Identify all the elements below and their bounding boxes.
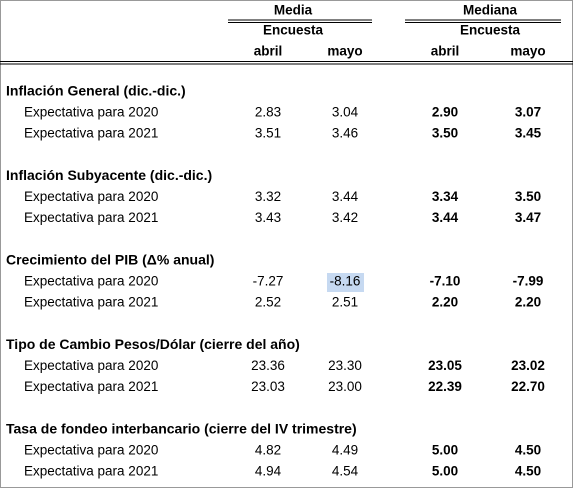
cell-value: 23.05	[428, 358, 462, 373]
cell-value: 3.04	[332, 105, 359, 120]
cell-value: -7.10	[430, 274, 461, 289]
group-title: Media	[274, 3, 313, 18]
cell-value: 22.70	[511, 379, 545, 394]
cell-value: 3.51	[255, 126, 281, 141]
cell-value: 3.43	[255, 210, 281, 225]
month-header: mayo	[327, 44, 362, 59]
month-header: abril	[431, 44, 460, 59]
cell-value: 23.00	[328, 379, 362, 394]
group-subtitle: Encuesta	[263, 23, 324, 38]
section-title: Inflación General (dic.-dic.)	[6, 83, 186, 99]
cell-value: 3.07	[515, 105, 541, 120]
cell-value: 3.44	[432, 210, 459, 225]
row-label: Expectativa para 2020	[24, 274, 158, 289]
row-label: Expectativa para 2020	[24, 443, 158, 458]
cell-value: 2.52	[255, 295, 281, 310]
cell-value: -7.99	[513, 274, 544, 289]
cell-value: 3.34	[432, 189, 459, 204]
cell-value: 4.50	[515, 443, 541, 458]
cell-value: -7.27	[253, 274, 284, 289]
cell-value: 3.44	[332, 189, 359, 204]
row-label: Expectativa para 2020	[24, 358, 158, 373]
cell-value: 23.30	[328, 358, 362, 373]
group-title: Mediana	[463, 3, 518, 18]
month-header: abril	[254, 44, 283, 59]
row-label: Expectativa para 2020	[24, 189, 158, 204]
cell-value: 3.50	[515, 189, 541, 204]
cell-value: 3.45	[515, 126, 542, 141]
cell-value: 23.03	[251, 379, 285, 394]
cell-value: 4.50	[515, 464, 541, 479]
cell-value: 4.49	[332, 443, 358, 458]
cell-value: 3.32	[255, 189, 281, 204]
cell-value: 2.51	[332, 295, 358, 310]
cell-value: 23.36	[251, 358, 285, 373]
cell-value: 3.46	[332, 126, 358, 141]
cell-value: 5.00	[432, 464, 458, 479]
cell-value: -8.16	[330, 274, 361, 289]
cell-value: 22.39	[428, 379, 462, 394]
row-label: Expectativa para 2021	[24, 464, 158, 479]
cell-highlight	[327, 273, 364, 292]
cell-value: 2.83	[255, 105, 281, 120]
cell-value: 4.82	[255, 443, 281, 458]
row-label: Expectativa para 2021	[24, 210, 158, 225]
month-header: mayo	[510, 44, 545, 59]
row-label: Expectativa para 2021	[24, 295, 158, 310]
row-label: Expectativa para 2021	[24, 126, 158, 141]
section-title: Tipo de Cambio Pesos/Dólar (cierre del a…	[6, 336, 300, 352]
cell-value: 3.47	[515, 210, 541, 225]
cell-value: 2.20	[515, 295, 541, 310]
cell-value: 5.00	[432, 443, 458, 458]
cell-value: 3.42	[332, 210, 358, 225]
section-title: Crecimiento del PIB (Δ% anual)	[6, 252, 214, 268]
cell-value: 4.54	[332, 464, 359, 479]
row-label: Expectativa para 2020	[24, 105, 158, 120]
cell-value: 4.94	[255, 464, 282, 479]
section-title: Tasa de fondeo interbancario (cierre del…	[6, 421, 357, 437]
cell-value: 3.50	[432, 126, 458, 141]
row-label: Expectativa para 2021	[24, 379, 158, 394]
cell-value: 2.20	[432, 295, 458, 310]
cell-value: 2.90	[432, 105, 458, 120]
section-title: Inflación Subyacente (dic.-dic.)	[6, 167, 212, 183]
group-subtitle: Encuesta	[460, 23, 521, 38]
cell-value: 23.02	[511, 358, 545, 373]
